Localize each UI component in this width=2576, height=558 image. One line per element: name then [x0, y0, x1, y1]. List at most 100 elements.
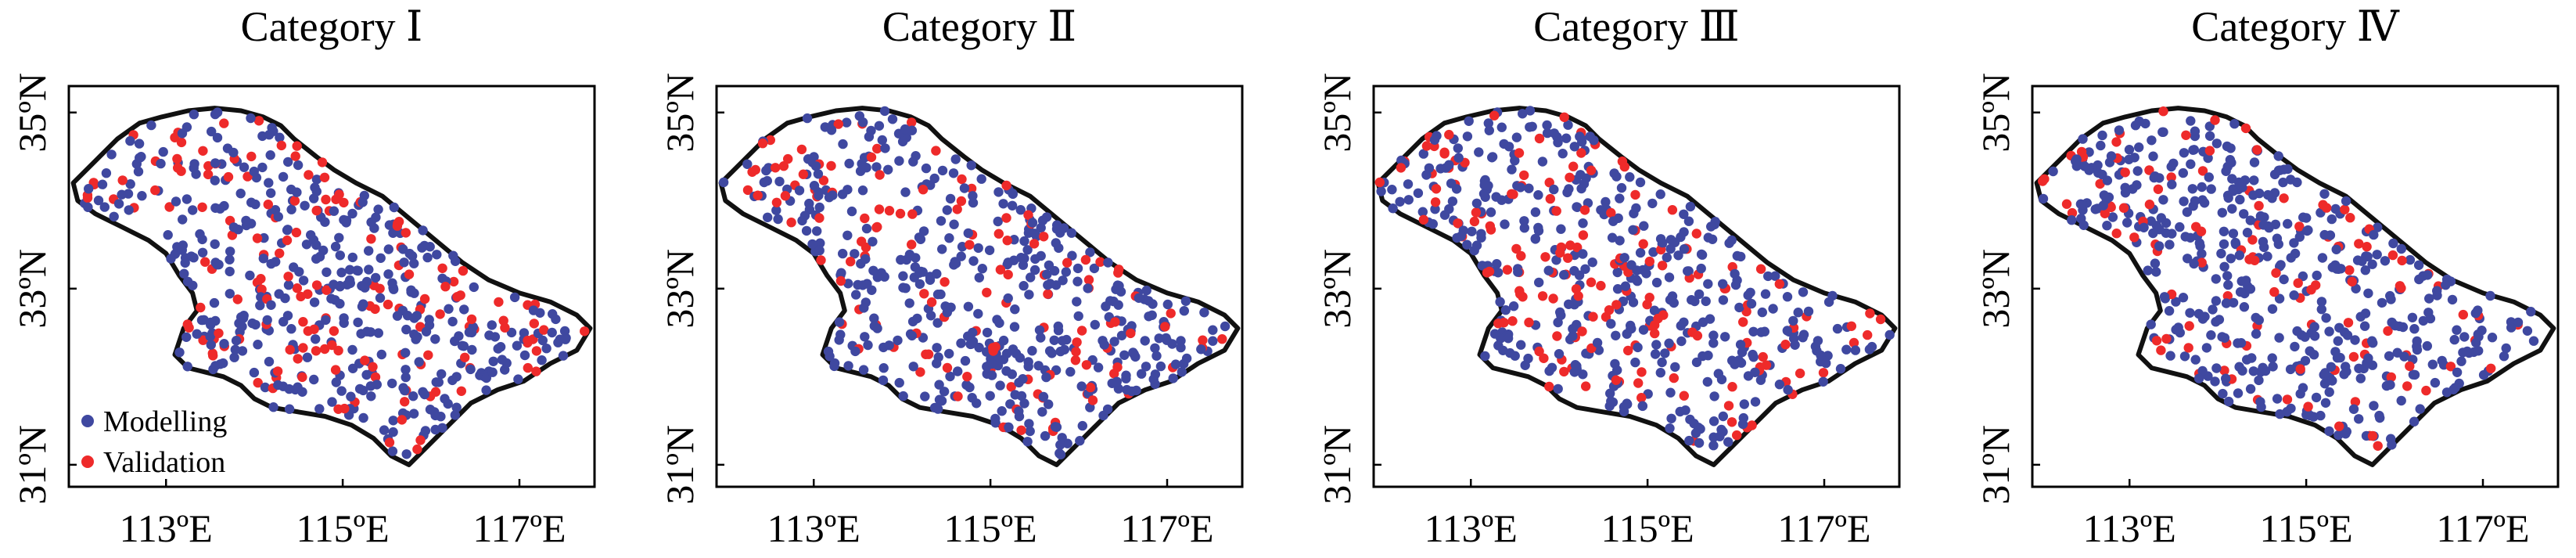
- modelling-point: [1694, 437, 1705, 448]
- modelling-point: [2321, 313, 2331, 323]
- station-points: [2038, 106, 2539, 451]
- validation-point: [1644, 256, 1654, 267]
- modelling-point: [1176, 336, 1186, 346]
- validation-point: [1687, 327, 1698, 337]
- modelling-point: [1181, 353, 1192, 364]
- validation-point: [2402, 381, 2413, 391]
- modelling-point: [206, 317, 216, 328]
- modelling-point: [2200, 311, 2210, 322]
- modelling-point: [2320, 368, 2330, 378]
- validation-point: [366, 234, 376, 244]
- modelling-point: [347, 344, 357, 355]
- modelling-point: [2219, 261, 2229, 272]
- modelling-point: [182, 362, 192, 372]
- validation-point: [1076, 326, 1087, 336]
- modelling-point: [1616, 182, 1627, 193]
- modelling-point: [266, 188, 276, 198]
- modelling-point: [1516, 340, 1526, 350]
- modelling-point: [1715, 431, 1725, 441]
- modelling-point: [334, 232, 344, 243]
- modelling-point: [944, 348, 954, 359]
- modelling-point: [2423, 308, 2434, 318]
- validation-point: [1524, 317, 1534, 328]
- modelling-point: [858, 365, 869, 375]
- modelling-point: [1484, 125, 1495, 135]
- validation-point: [818, 175, 829, 185]
- validation-point: [1003, 269, 1013, 280]
- modelling-point: [2190, 196, 2201, 206]
- modelling-point: [1518, 109, 1528, 119]
- modelling-point: [2190, 126, 2201, 136]
- y-tick-label: 31ºN: [1974, 425, 2017, 505]
- modelling-point: [807, 239, 817, 250]
- validation-point: [285, 344, 295, 355]
- validation-point: [2343, 318, 2354, 328]
- modelling-point: [2197, 249, 2207, 259]
- modelling-point: [1456, 231, 1467, 241]
- modelling-point: [2193, 373, 2204, 383]
- modelling-point: [1168, 373, 1178, 383]
- modelling-point: [2225, 155, 2236, 165]
- modelling-point: [450, 410, 460, 420]
- validation-point: [2279, 193, 2289, 203]
- modelling-point: [742, 159, 753, 169]
- modelling-point: [327, 397, 337, 407]
- modelling-point: [210, 158, 221, 168]
- modelling-point: [465, 364, 476, 375]
- validation-point: [966, 183, 977, 194]
- modelling-point: [339, 313, 349, 323]
- modelling-point: [1620, 281, 1631, 291]
- modelling-point: [336, 386, 347, 396]
- validation-point: [1606, 207, 1616, 218]
- validation-point: [150, 185, 160, 196]
- validation-point: [786, 218, 796, 228]
- modelling-point: [2308, 412, 2319, 422]
- modelling-point: [1782, 326, 1792, 336]
- modelling-point: [2326, 362, 2337, 372]
- validation-point: [1062, 257, 1072, 268]
- modelling-point: [1023, 362, 1033, 372]
- modelling-point: [481, 373, 491, 383]
- x-tick-label: 115ºE: [2260, 506, 2353, 550]
- validation-point: [1039, 232, 1049, 242]
- modelling-point: [179, 268, 189, 279]
- modelling-point: [2129, 153, 2139, 163]
- modelling-point: [2487, 333, 2498, 343]
- modelling-point: [264, 130, 275, 140]
- x-tick-label: 117ºE: [472, 506, 566, 550]
- modelling-point: [250, 199, 260, 210]
- modelling-point: [1126, 386, 1137, 397]
- modelling-point: [1632, 265, 1642, 275]
- modelling-point: [1462, 239, 1472, 250]
- validation-point: [2254, 200, 2264, 211]
- modelling-point: [509, 292, 520, 303]
- modelling-point: [1093, 362, 1104, 373]
- modelling-point: [215, 359, 225, 369]
- modelling-point: [1010, 390, 1020, 400]
- validation-point: [2144, 165, 2154, 175]
- validation-point: [872, 221, 882, 232]
- modelling-point: [1607, 232, 1618, 243]
- modelling-point: [814, 190, 824, 200]
- modelling-point: [1500, 219, 1510, 229]
- modelling-point: [2501, 343, 2511, 354]
- validation-point: [452, 292, 462, 302]
- modelling-point: [1065, 366, 1076, 377]
- validation-point: [1636, 393, 1647, 403]
- modelling-point: [1085, 247, 1095, 257]
- validation-point: [988, 343, 998, 353]
- modelling-point: [1651, 340, 1662, 350]
- modelling-point: [2247, 353, 2257, 363]
- modelling-point: [268, 402, 278, 412]
- modelling-point: [1140, 336, 1150, 346]
- modelling-point: [197, 247, 208, 257]
- modelling-point: [1049, 335, 1059, 345]
- validation-point: [1023, 210, 1033, 220]
- modelling-point: [2171, 297, 2181, 307]
- validation-point: [2204, 146, 2215, 156]
- modelling-point: [1067, 250, 1077, 261]
- modelling-point: [1655, 189, 1665, 200]
- modelling-point: [1782, 292, 1793, 302]
- modelling-point: [178, 214, 188, 225]
- modelling-point: [1666, 413, 1676, 423]
